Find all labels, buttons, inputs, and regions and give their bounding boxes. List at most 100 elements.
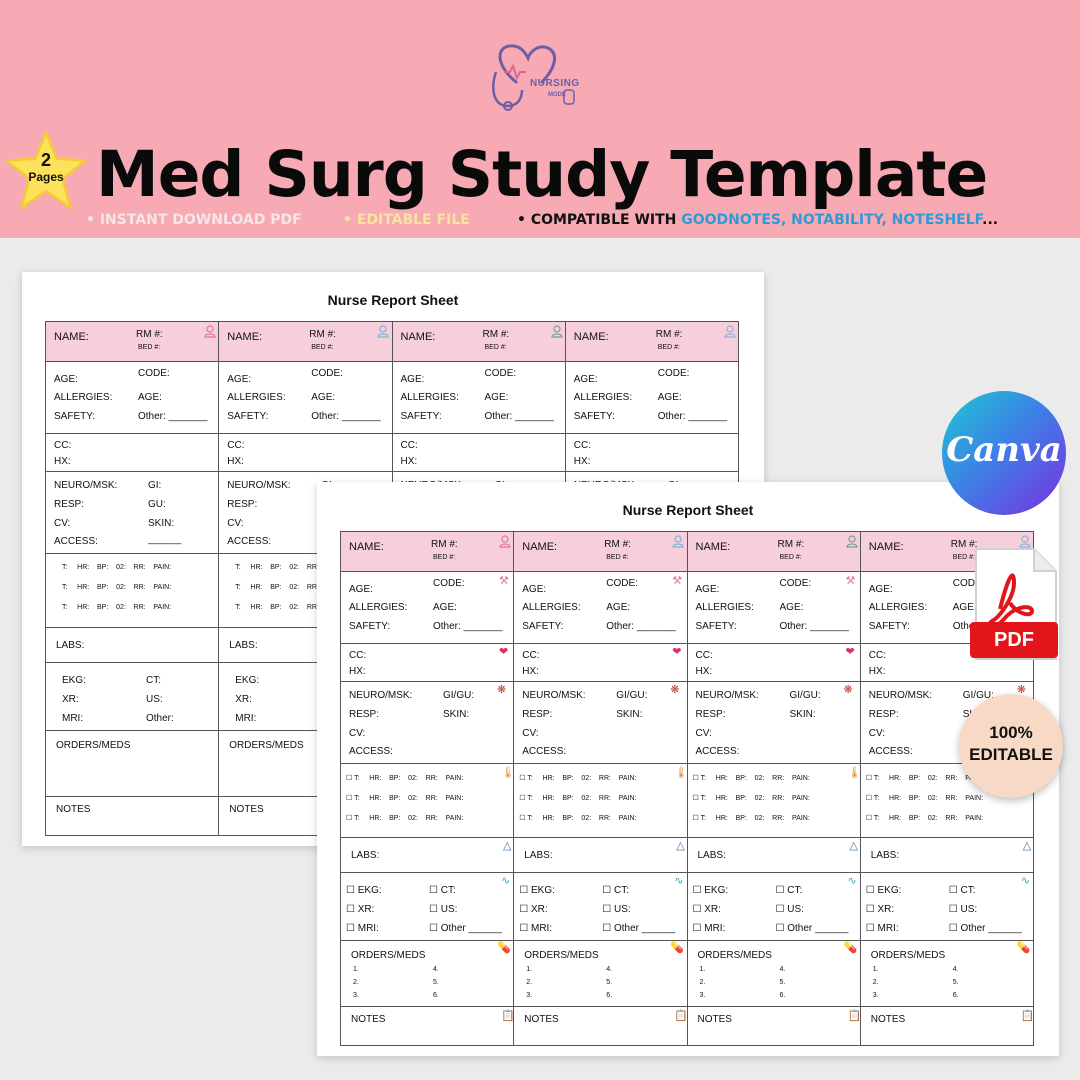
name-section: NAME: RM #: BED #:: [46, 322, 219, 362]
age-label: AGE:: [573, 374, 598, 385]
code-label: CODE:: [606, 578, 638, 589]
safety-label: SAFETY:: [227, 411, 269, 422]
xr-checkbox: ☐ XR:: [346, 904, 375, 915]
orders-section: ORDERS/MEDS 1. 4. 2. 5. 3. 6. 💊: [514, 941, 687, 1007]
kidneys-icon: ❋: [497, 684, 507, 696]
mri-label: MRI:: [235, 713, 257, 724]
bed-label: BED #:: [606, 554, 629, 561]
order-number: 4.: [952, 966, 959, 973]
cc-label: CC:: [349, 650, 367, 661]
allergies-label: ALLERGIES:: [54, 392, 113, 403]
vitals-row: ☐ T: HR: BP: 02: RR: PAIN:: [346, 815, 464, 822]
stethoscope-icon: ⚒: [672, 575, 683, 587]
stethoscope-icon: ⚒: [845, 575, 856, 587]
demographics-section: AGE: CODE: ALLERGIES: AGE: SAFETY: Other: ___…: [341, 572, 514, 644]
order-number: 6.: [606, 992, 613, 999]
notes-label: NOTES: [351, 1014, 386, 1025]
code-label: CODE:: [433, 578, 465, 589]
labs-section: LABS: △: [341, 838, 514, 873]
ekg-checkbox: ☐ EKG:: [346, 885, 382, 896]
sheet-title: Nurse Report Sheet: [327, 292, 459, 308]
person-icon: [724, 325, 736, 341]
order-number: 2.: [699, 979, 706, 986]
skin-label: SKIN:: [443, 709, 470, 720]
mri-checkbox: ☐ MRI:: [692, 923, 726, 934]
other-label: Other: _______: [311, 411, 381, 422]
us-checkbox: ☐ US:: [775, 904, 804, 915]
order-number: 4.: [606, 966, 613, 973]
ekg-label: EKG:: [62, 675, 86, 686]
demographics-section: AGE: CODE: ALLERGIES: AGE: SAFETY: Other: ___…: [514, 572, 687, 644]
heart-icon: ❤: [672, 646, 682, 658]
star-badge-icon: [5, 130, 87, 210]
mri-checkbox: ☐ MRI:: [346, 923, 379, 934]
bed-label: BED #:: [952, 554, 975, 561]
allergies-label: ALLERGIES:: [868, 602, 928, 613]
other-label: Other: _______: [433, 621, 503, 632]
heart-icon: ❤: [499, 646, 509, 658]
labs-label: LABS:: [870, 850, 900, 861]
feature-editable-file: • EDITABLE FILE: [343, 212, 470, 228]
name-label: NAME:: [868, 541, 904, 553]
nursing-mode-logo: [492, 44, 575, 111]
flask-icon: △: [849, 840, 858, 852]
safety-label: SAFETY:: [522, 621, 564, 632]
other-label: Other: _______: [484, 411, 555, 422]
kidneys-icon: ❋: [1016, 684, 1026, 696]
history-section: CC: HX:: [219, 434, 392, 472]
room-label: RM #:: [136, 329, 163, 340]
clipboard-icon: 📋: [501, 1010, 515, 1022]
room-label: RM #:: [431, 539, 458, 550]
access-label: ACCESS:: [868, 746, 913, 757]
order-number: 5.: [952, 979, 959, 986]
safety-label: SAFETY:: [573, 411, 615, 422]
ct-label: CT:: [146, 675, 161, 686]
age-label: AGE:: [484, 392, 509, 403]
sheet-title: Nurse Report Sheet: [622, 502, 754, 518]
pills-icon: 💊: [670, 942, 684, 954]
demographics-section: AGE: CODE: ALLERGIES: AGE: SAFETY: Other: ___…: [392, 362, 565, 434]
feature-instant-download: • INSTANT DOWNLOAD PDF: [86, 212, 302, 228]
neuro-label: NEURO/MSK:: [227, 480, 291, 491]
clipboard-icon: 📋: [674, 1010, 688, 1022]
cv-label: CV:: [349, 728, 366, 739]
xr-checkbox: ☐ XR:: [692, 904, 721, 915]
access-label: ACCESS:: [695, 746, 740, 757]
vitals-section: ☐ T: HR: BP: 02: RR: PAIN: ☐ T: HR: BP: 0…: [341, 764, 515, 838]
patient-column: NAME: RM #: BED #: AGE: CODE: ALLERGIES: AGE: S…: [341, 532, 515, 1045]
vitals-section: T: HR: BP: 02: RR: PAIN: T: HR: BP: 02: R…: [46, 554, 219, 628]
vitals-row: ☐ T: HR: BP: 02: RR: PAIN:: [346, 795, 464, 802]
orders-label: ORDERS/MEDS: [697, 950, 772, 961]
labs-section: LABS:: [46, 628, 219, 663]
xr-label: XR:: [235, 694, 252, 705]
order-number: 3.: [699, 992, 706, 999]
notes-section: NOTES 📋: [861, 1007, 1035, 1047]
access-label: ACCESS:: [227, 536, 272, 547]
ct-checkbox: ☐ CT:: [429, 885, 456, 896]
ct-checkbox: ☐ CT:: [775, 885, 803, 896]
allergies-label: ALLERGIES:: [400, 392, 459, 403]
compatible-apps: GOODNOTES, NOTABILITY, NOTESHELF: [681, 212, 983, 228]
xr-label: XR:: [62, 694, 79, 705]
orders-section: ORDERS/MEDS 1. 4. 2. 5. 3. 6. 💊: [687, 941, 860, 1007]
age-label: AGE:: [695, 584, 720, 595]
ekg-checkbox: ☐ EKG:: [692, 885, 729, 896]
code-label: CODE:: [484, 368, 517, 379]
name-label: NAME:: [400, 331, 436, 343]
orders-label: ORDERS/MEDS: [56, 740, 131, 751]
safety-label: SAFETY:: [868, 621, 910, 632]
cv-label: CV:: [522, 728, 539, 739]
cc-label: CC:: [54, 440, 72, 451]
editable-badge: [959, 694, 1063, 798]
vitals-section: ☐ T: HR: BP: 02: RR: PAIN: ☐ T: HR: BP: 0…: [514, 764, 689, 838]
systems-section: NEURO/MSK: GI: RESP: GU: CV: SKIN: ACCESS: ____…: [46, 472, 219, 554]
thermometer-icon: 🌡: [674, 767, 689, 779]
ct-checkbox: ☐ CT:: [602, 885, 629, 896]
orders-label: ORDERS/MEDS: [351, 950, 426, 961]
order-number: 3.: [353, 992, 359, 999]
imaging-section: ☐ EKG: ☐ CT: ☐ XR: ☐ US: ☐ MRI: ☐ Other _____…: [687, 873, 860, 941]
room-label: RM #:: [655, 329, 683, 340]
order-number: 1.: [872, 966, 879, 973]
flask-icon: △: [676, 840, 685, 852]
allergies-label: ALLERGIES:: [573, 392, 633, 403]
